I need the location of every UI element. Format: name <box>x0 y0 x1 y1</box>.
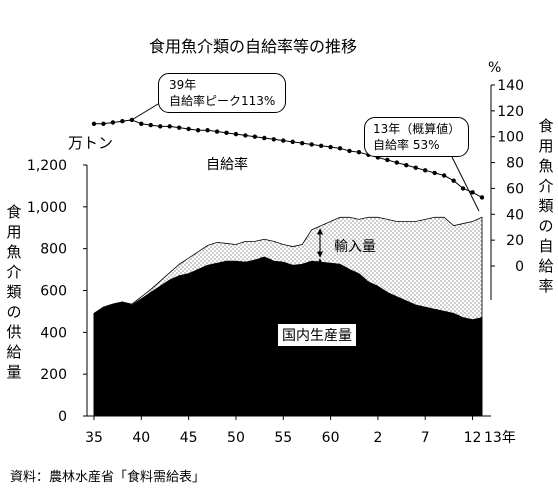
rate-point <box>432 170 437 176</box>
rate-point <box>423 168 428 173</box>
rate-point <box>262 135 267 141</box>
right-axis-unit: % <box>488 60 501 76</box>
x-tick-label: 7 <box>421 430 430 446</box>
peak-callout-line1: 39年 <box>169 78 197 92</box>
rate-point <box>167 124 172 129</box>
rate-point <box>281 138 286 143</box>
rate-point <box>318 143 324 148</box>
rate-point <box>299 140 305 146</box>
rate-point <box>337 146 343 151</box>
right-axis-label: 食用魚介類の自給率 <box>538 117 554 295</box>
right-tick-label: 140 <box>497 78 524 94</box>
callout-leader-peak <box>129 100 164 122</box>
right-tick-label: 80 <box>506 156 524 172</box>
rate-point <box>470 190 475 195</box>
left-tick-label: 600 <box>40 284 67 300</box>
left-tick-label: 200 <box>40 367 67 383</box>
right-tick-label: 20 <box>506 233 524 249</box>
right-axis-ticks: 0 20 40 60 80 100 120 140 <box>491 78 524 275</box>
source-note: 資料：農林水産省「食料需給表」 <box>10 469 205 485</box>
rate-point <box>120 119 125 124</box>
rate-point <box>479 195 485 200</box>
right-tick-label: 120 <box>497 104 524 120</box>
rate-point <box>451 178 456 183</box>
import-series-label: 輸入量 <box>334 239 376 255</box>
right-tick-label: 0 <box>515 259 524 275</box>
x-axis-ticks: 35 40 45 50 55 60 2 7 12 <box>85 416 481 446</box>
rate-point <box>347 148 352 154</box>
rate-point <box>214 129 220 134</box>
x-tick-label: 50 <box>227 430 245 446</box>
rate-point <box>233 131 239 137</box>
rate-series-label: 自給率 <box>206 157 248 173</box>
chart-title: 食用魚介類の自給率等の推移 <box>149 37 357 56</box>
x-tick-label: 12 <box>464 430 482 446</box>
x-tick-label: 55 <box>274 430 292 446</box>
rate-point <box>404 162 409 168</box>
rate-point <box>356 150 362 155</box>
rate-point <box>176 125 182 130</box>
peak-callout-line2: 自給率ピーク113% <box>169 94 276 108</box>
rate-point <box>205 128 210 133</box>
right-tick-label: 40 <box>506 207 524 223</box>
x-tick-label: 45 <box>180 430 198 446</box>
x-axis-unit: 13年 <box>484 430 516 446</box>
peak-callout: 39年 自給率ピーク113% <box>158 73 287 113</box>
rate-point <box>441 173 447 178</box>
rate-point <box>290 139 295 145</box>
left-tick-label: 800 <box>40 242 67 258</box>
x-tick-label: 35 <box>85 430 103 446</box>
left-axis-unit: 万トン <box>68 134 113 152</box>
latest-callout: 13年（概算値） 自給率 53% <box>364 117 470 157</box>
rate-point <box>385 157 390 163</box>
rate-point <box>413 165 418 170</box>
rate-point <box>271 137 277 142</box>
left-axis-label: 食用魚介類の供給量 <box>6 203 22 381</box>
rate-point <box>460 186 466 191</box>
rate-point <box>224 130 229 136</box>
rate-point <box>243 133 248 138</box>
rate-point <box>394 160 400 165</box>
x-tick-label: 60 <box>322 430 340 446</box>
right-tick-label: 100 <box>497 130 524 146</box>
rate-point <box>148 122 153 128</box>
rate-point <box>91 121 97 126</box>
x-tick-label: 2 <box>373 430 382 446</box>
latest-callout-line1: 13年（概算値） <box>373 122 461 136</box>
rate-point <box>309 142 314 147</box>
left-tick-label: 1,200 <box>27 158 67 174</box>
left-tick-label: 0 <box>58 409 67 425</box>
rate-point <box>186 126 191 132</box>
rate-point <box>110 120 116 125</box>
domestic-series-label: 国内生産量 <box>277 323 357 347</box>
rate-series <box>91 117 485 200</box>
latest-callout-line2: 自給率 53% <box>373 138 440 152</box>
rate-point <box>158 124 163 129</box>
rate-point <box>195 128 201 133</box>
rate-point <box>328 144 333 150</box>
rate-point <box>252 134 258 139</box>
rate-point <box>101 121 106 126</box>
left-axis-ticks: 0 200 400 600 800 1,000 1,200 <box>27 158 87 425</box>
left-tick-label: 400 <box>40 325 67 341</box>
rate-point <box>139 121 144 126</box>
callout-leader-latest <box>451 156 480 212</box>
left-tick-label: 1,000 <box>27 200 67 216</box>
x-tick-label: 40 <box>132 430 150 446</box>
right-tick-label: 60 <box>506 181 524 197</box>
